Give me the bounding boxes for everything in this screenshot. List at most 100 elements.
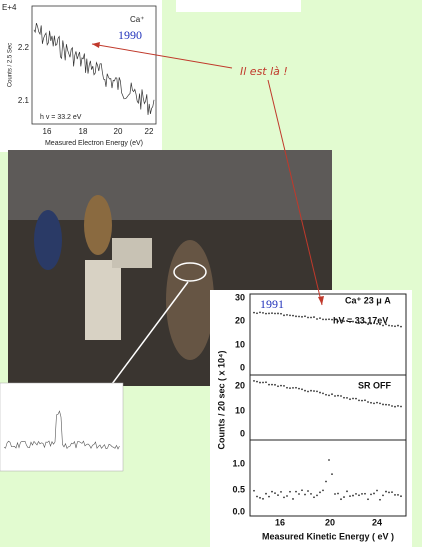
trace-dot (379, 402, 381, 405)
trace-dot (385, 403, 387, 406)
trace-dot (322, 318, 324, 321)
x-axis-label: Measured Electron Energy (eV) (45, 140, 143, 147)
trace-dot (316, 494, 318, 497)
plot-frame (249, 293, 407, 517)
trace-dot (298, 493, 300, 495)
trace-dot (355, 397, 357, 400)
trace-dot (253, 489, 255, 492)
trace-dot (274, 312, 276, 315)
trace-dot (259, 381, 261, 384)
trace-dot (268, 495, 270, 498)
trace-dot (397, 405, 399, 407)
trace-dot (382, 403, 384, 406)
x-tick-label: 22 (145, 127, 154, 136)
trace-dot (307, 316, 309, 319)
trace-dot (349, 495, 351, 497)
trace-dot (358, 322, 360, 325)
sketch-spectrum (3, 410, 120, 450)
trace-dot (313, 316, 315, 318)
trace-dot (307, 490, 309, 492)
trace-dot (310, 389, 312, 392)
y-tick-label: 0 (240, 362, 245, 372)
x-tick-label: 16 (275, 517, 285, 527)
y-axis-label: Counts / 20 sec ( x 10⁴) (216, 351, 226, 450)
trace-dot (328, 459, 330, 461)
y-tick-label: 1.0 (232, 458, 245, 468)
red-arrow (267, 79, 323, 306)
trace-dot (346, 490, 348, 493)
trace-dot (304, 389, 306, 392)
trace-dot (325, 393, 327, 396)
trace-dot (388, 404, 390, 406)
trace-dot (304, 315, 306, 318)
trace-dot (358, 399, 360, 402)
trace-dot (298, 315, 300, 318)
trace-dot (268, 312, 270, 315)
trace-dot (376, 322, 378, 325)
trace-dot (352, 397, 354, 400)
trace-dot (376, 401, 378, 404)
trace-dot (373, 492, 375, 495)
trace-dot (337, 394, 339, 397)
trace-dot (373, 322, 375, 325)
trace-dot (358, 494, 360, 497)
trace-dot (316, 390, 318, 393)
trace-dot (280, 384, 282, 387)
trace-dot (394, 325, 396, 328)
trace-dot (376, 489, 378, 492)
trace-dot (292, 498, 294, 500)
computer (85, 260, 121, 340)
trace-dot (328, 318, 330, 321)
trace-dot (280, 490, 282, 493)
trace-dot (373, 402, 375, 405)
x-tick-label: 20 (114, 127, 123, 136)
white-box (176, 0, 301, 12)
trace-dot (331, 318, 333, 321)
equipment (8, 150, 332, 220)
trace-dot (337, 492, 339, 495)
trace-dot (379, 498, 381, 501)
trace-dot (349, 398, 351, 401)
trace-dot (313, 390, 315, 392)
trace-dot (382, 324, 384, 327)
trace-dot (316, 318, 318, 320)
trace-dot (319, 391, 321, 394)
trace-dot (361, 492, 363, 495)
trace-dot (364, 492, 366, 495)
trace-dot (277, 385, 279, 388)
plot-frame (31, 5, 157, 125)
year-label: 1991 (260, 297, 284, 311)
trace-dot (391, 324, 393, 327)
trace-dot (268, 383, 270, 386)
trace-dot (286, 386, 288, 389)
trace-dot (388, 324, 390, 327)
trace-dot (304, 493, 306, 496)
figure-1990: E+4 2.2 2.1 16 18 20 22 Measured Electro… (0, 0, 162, 152)
trace-dot (343, 320, 345, 323)
photon-label: hV = 33.17eV (333, 315, 388, 325)
trace-dot (274, 492, 276, 495)
y-tick-label: 10 (235, 405, 245, 415)
trace-dot (262, 312, 264, 314)
trace-dot (334, 493, 336, 495)
trace-dot (364, 399, 366, 402)
trace-dot (346, 397, 348, 399)
y-tick-label: 20 (235, 380, 245, 390)
x-tick-label: 16 (43, 127, 52, 136)
trace-dot (274, 383, 276, 386)
figure-background (0, 0, 162, 152)
trace-dot (313, 496, 315, 499)
trace-dot (334, 395, 336, 397)
trace-dot (253, 379, 255, 382)
trace-dot (385, 490, 387, 493)
y-tick-label: 0.5 (232, 484, 245, 494)
trace-dot (370, 493, 372, 496)
trace-dot (391, 491, 393, 494)
trace-dot (355, 493, 357, 495)
trace-dot (331, 473, 333, 476)
y-tick-label: 0.0 (232, 506, 245, 516)
trace-dot (262, 381, 264, 384)
notebook-figure (0, 382, 124, 472)
trace-dot (367, 401, 369, 403)
